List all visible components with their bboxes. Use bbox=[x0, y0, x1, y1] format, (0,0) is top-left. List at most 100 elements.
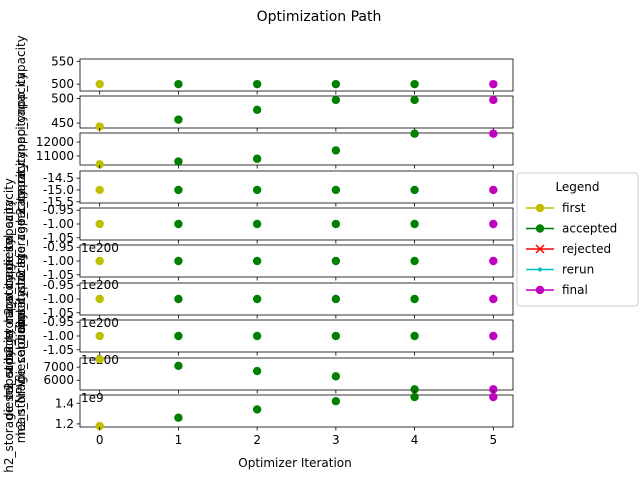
data-point-first bbox=[95, 294, 104, 304]
y-axis-label: diesel_capacity bbox=[14, 290, 28, 382]
legend-label: rejected bbox=[562, 242, 611, 256]
y-tick-label: 450 bbox=[51, 116, 74, 130]
data-point-accepted bbox=[174, 361, 183, 371]
data-point-accepted bbox=[174, 79, 183, 89]
data-point-final bbox=[489, 185, 498, 195]
legend-marker bbox=[535, 244, 545, 254]
y-axis-label: h2_storage_capacity bbox=[2, 237, 16, 361]
data-point-accepted bbox=[252, 219, 262, 229]
legend-box bbox=[516, 172, 639, 307]
data-point-first bbox=[95, 160, 104, 169]
subplot-frame bbox=[79, 58, 514, 92]
data-point-accepted bbox=[410, 185, 419, 195]
data-point-first bbox=[95, 79, 104, 89]
subplot-2: 450 500 npp_capacity bbox=[14, 72, 514, 152]
x-tick-label: 5 bbox=[489, 433, 497, 447]
y-offset-text: 1e200 bbox=[81, 278, 119, 292]
data-point-accepted bbox=[252, 185, 262, 195]
data-point-accepted bbox=[410, 392, 419, 402]
x-tick-label: 0 bbox=[96, 433, 104, 447]
y-tick-label: 7000 bbox=[43, 360, 74, 374]
data-point-accepted bbox=[252, 405, 262, 414]
y-tick-label: -15.0 bbox=[43, 183, 74, 197]
data-point-accepted bbox=[410, 129, 419, 138]
data-point-accepted bbox=[174, 413, 183, 422]
data-point-first bbox=[95, 185, 104, 195]
data-point-accepted bbox=[331, 294, 341, 304]
y-axis-label: h2_storage_capacity bbox=[2, 274, 16, 398]
subplot-7: -1.05-1.00-0.951e200diesel_capacityh2_st… bbox=[2, 237, 514, 361]
data-point-accepted bbox=[331, 95, 341, 105]
y-tick-label: -0.95 bbox=[43, 203, 74, 217]
x-tick-label: 2 bbox=[253, 433, 261, 447]
legend-item-rerun: rerun bbox=[526, 263, 594, 277]
y-tick-label: -1.00 bbox=[43, 254, 74, 268]
data-point-accepted bbox=[252, 294, 262, 304]
legend-marker bbox=[535, 203, 545, 213]
y-tick-label: -1.00 bbox=[43, 217, 74, 231]
y-tick-label: -1.00 bbox=[43, 329, 74, 343]
y-axis-label: re_capacity bbox=[14, 115, 28, 184]
data-point-final bbox=[489, 79, 498, 89]
x-tick-label: 3 bbox=[332, 433, 340, 447]
data-point-accepted bbox=[174, 185, 183, 195]
y-axis-label: h2_storage_capacity bbox=[14, 312, 28, 436]
subplot-frame bbox=[79, 207, 514, 241]
x-axis-label: Optimizer Iteration bbox=[238, 456, 351, 470]
subplot-8: -1.05-1.00-0.951e200diesel_capacityh2_st… bbox=[2, 274, 514, 398]
data-point-accepted bbox=[174, 256, 183, 266]
y-tick-label: 12000 bbox=[36, 135, 74, 149]
legend-item-first: first bbox=[526, 201, 586, 215]
data-point-first bbox=[95, 355, 104, 364]
y-tick-label: 6000 bbox=[43, 373, 74, 387]
subplot-4: -15.5-15.0-14.5 h2_capacity bbox=[14, 151, 514, 223]
subplot-frame bbox=[79, 95, 514, 129]
data-point-first bbox=[95, 122, 104, 131]
legend-label: first bbox=[562, 201, 586, 215]
y-tick-label: 11000 bbox=[36, 149, 74, 163]
data-point-accepted bbox=[331, 256, 341, 266]
subplot-frame bbox=[79, 282, 514, 316]
y-axis-label: npp_capacity bbox=[14, 35, 28, 115]
data-point-accepted bbox=[410, 385, 419, 394]
chart-title: Optimization Path bbox=[257, 9, 382, 25]
y-tick-label: -1.05 bbox=[43, 231, 74, 245]
data-point-final bbox=[489, 294, 498, 304]
data-point-final bbox=[489, 331, 498, 341]
data-point-accepted bbox=[174, 294, 183, 304]
data-point-accepted bbox=[410, 331, 419, 341]
data-point-accepted bbox=[331, 372, 341, 381]
data-point-first bbox=[95, 256, 104, 266]
y-tick-label: 500 bbox=[51, 91, 74, 105]
subplot-6: -1.05-1.00-0.951e200diesel_storage_capac… bbox=[2, 189, 514, 333]
subplot-frame bbox=[79, 132, 514, 166]
y-tick-label: 1.4 bbox=[55, 396, 74, 410]
data-point-final bbox=[489, 392, 498, 402]
y-tick-label: -0.95 bbox=[43, 315, 74, 329]
y-axis-label: npp_capacity bbox=[14, 72, 28, 152]
y-axis-label: h2_capacity bbox=[14, 151, 28, 223]
y-axis-label: diesel_capacity bbox=[2, 328, 16, 420]
data-point-final bbox=[489, 256, 498, 266]
data-point-final bbox=[489, 385, 498, 394]
data-point-accepted bbox=[252, 256, 262, 266]
y-offset-text: 1e9 bbox=[81, 391, 104, 405]
data-point-accepted bbox=[174, 115, 183, 124]
data-point-accepted bbox=[331, 396, 341, 406]
data-point-accepted bbox=[331, 185, 341, 195]
x-tick-label: 4 bbox=[411, 433, 419, 447]
x-axis: 0 1 2 3 4 5 bbox=[96, 433, 497, 447]
subplot-frame bbox=[79, 319, 514, 353]
data-point-final bbox=[489, 129, 498, 138]
data-point-accepted bbox=[331, 219, 341, 229]
data-point-accepted bbox=[174, 331, 183, 341]
y-tick-label: 550 bbox=[51, 54, 74, 68]
subplot-frame bbox=[79, 170, 514, 204]
y-tick-label: -1.00 bbox=[43, 292, 74, 306]
data-point-accepted bbox=[331, 331, 341, 341]
data-point-final bbox=[489, 95, 498, 105]
data-point-accepted bbox=[252, 366, 262, 376]
data-point-first bbox=[95, 421, 104, 431]
